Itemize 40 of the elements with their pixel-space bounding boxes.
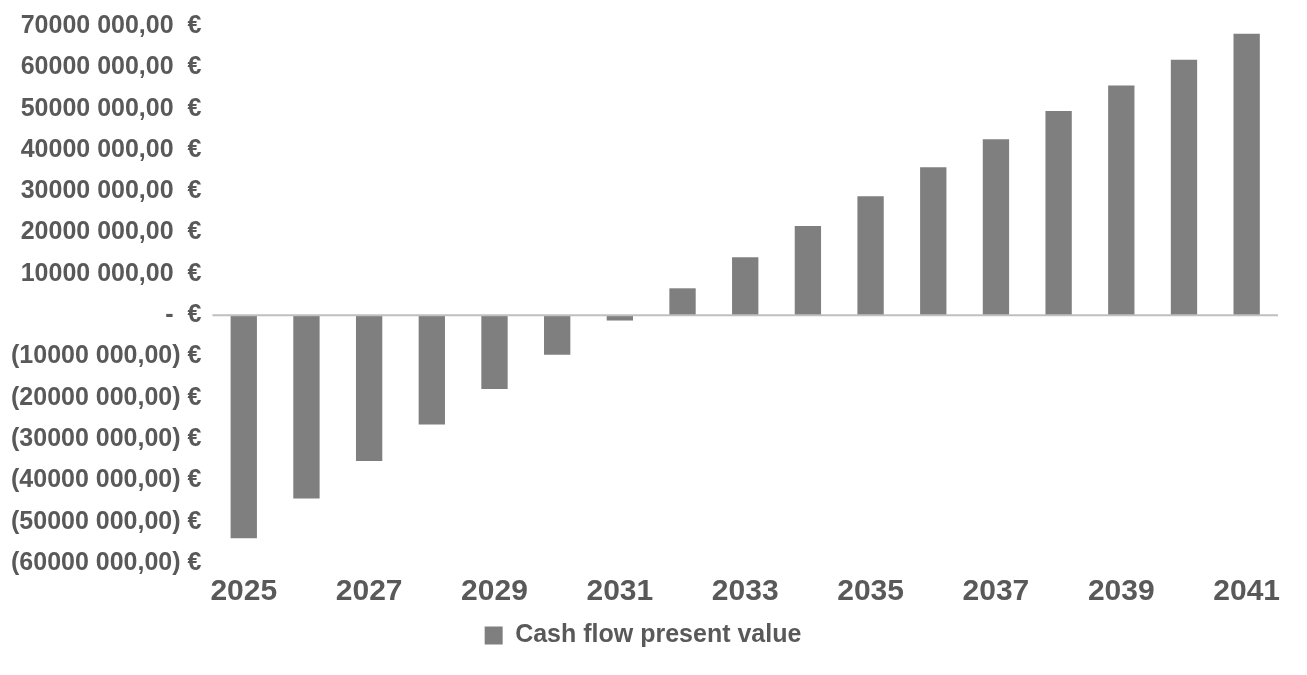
y-tick-label: (40000 000,00) € bbox=[10, 464, 202, 493]
x-tick-label: 2029 bbox=[461, 573, 528, 607]
y-tick-label: - € bbox=[165, 299, 202, 328]
bar bbox=[1108, 85, 1135, 316]
x-tick-label: 2031 bbox=[586, 573, 654, 607]
y-tick-label: 70000 000,00 € bbox=[20, 9, 202, 38]
bar bbox=[1233, 33, 1260, 316]
y-tick-label: 40000 000,00 € bbox=[20, 133, 202, 162]
y-tick-label: 50000 000,00 € bbox=[20, 92, 202, 121]
y-tick-label: (60000 000,00) € bbox=[10, 546, 202, 575]
y-tick-label: (50000 000,00) € bbox=[10, 505, 202, 534]
x-tick-label: 2035 bbox=[837, 573, 904, 607]
bar bbox=[857, 196, 884, 316]
x-tick-label: 2027 bbox=[335, 573, 403, 607]
x-tick-label: 2041 bbox=[1213, 573, 1281, 607]
bar bbox=[1045, 111, 1072, 316]
bar bbox=[669, 288, 696, 316]
y-tick-label: (10000 000,00) € bbox=[10, 340, 202, 369]
bar bbox=[982, 139, 1010, 316]
bar bbox=[293, 315, 320, 499]
bar bbox=[355, 315, 383, 461]
x-tick-label: 2039 bbox=[1087, 573, 1155, 607]
legend-label: Cash flow present value bbox=[515, 619, 802, 648]
y-tick-label: 30000 000,00 € bbox=[20, 175, 202, 204]
x-tick-label: 2025 bbox=[210, 573, 278, 607]
bar bbox=[794, 225, 822, 316]
y-tick-label: (20000 000,00) € bbox=[10, 381, 202, 410]
y-tick-label: (30000 000,00) € bbox=[10, 422, 202, 451]
bar bbox=[230, 315, 257, 539]
bar bbox=[732, 257, 759, 316]
y-tick-label: 10000 000,00 € bbox=[20, 257, 202, 286]
y-tick-label: 60000 000,00 € bbox=[20, 51, 202, 80]
bar bbox=[920, 167, 947, 316]
x-tick-label: 2033 bbox=[711, 573, 779, 607]
x-tick-label: 2037 bbox=[962, 573, 1030, 607]
y-tick-label: 20000 000,00 € bbox=[20, 216, 202, 245]
bar bbox=[1170, 59, 1198, 316]
bar bbox=[481, 315, 508, 390]
bar bbox=[418, 315, 445, 425]
bar bbox=[544, 315, 571, 355]
